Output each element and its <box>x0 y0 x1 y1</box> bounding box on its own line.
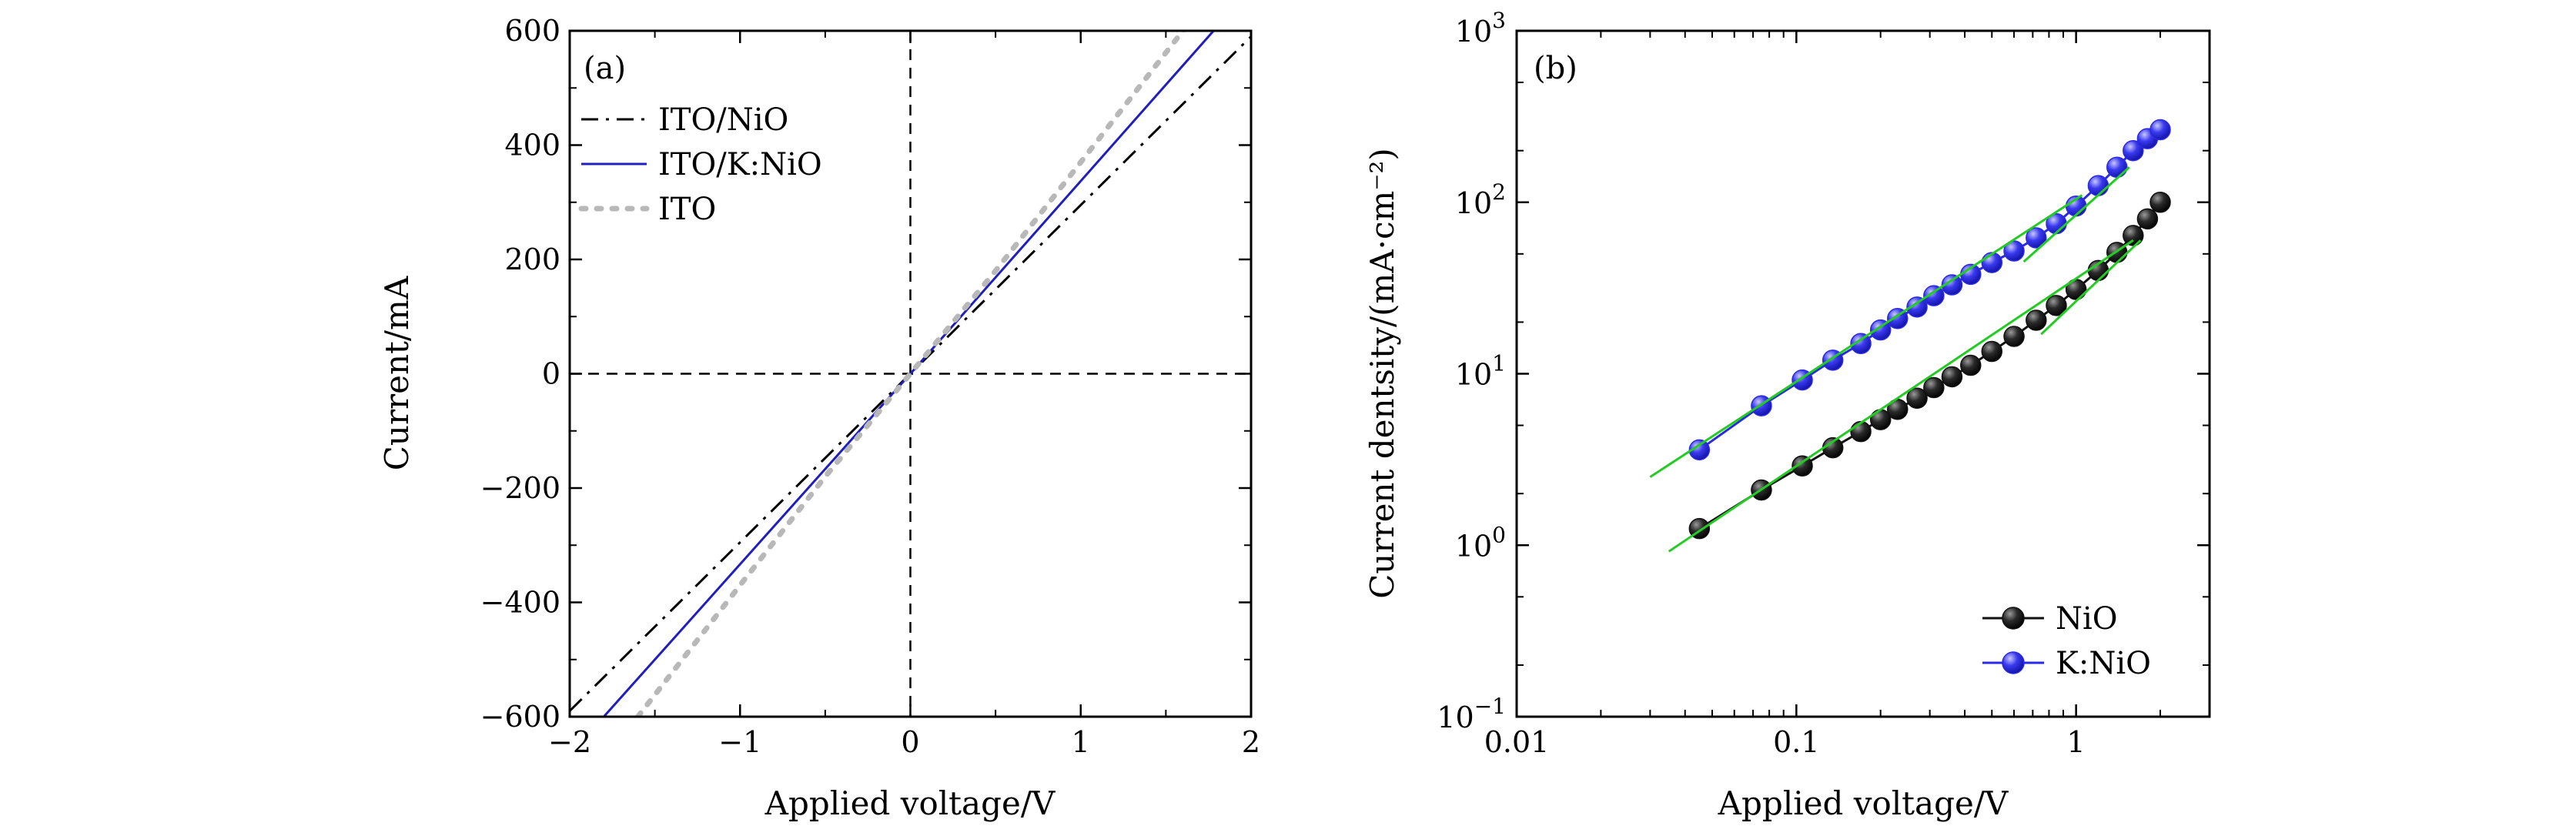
y-tick-label: 100 <box>1455 522 1506 563</box>
data-point-k-nio <box>1869 319 1892 341</box>
panel-a-legend: ITO/NiO ITO/K:NiO ITO <box>578 102 822 227</box>
data-point-nio <box>2003 326 2025 347</box>
data-point-k-nio <box>2087 175 2109 196</box>
y-tick-label: 103 <box>1455 8 1506 48</box>
data-point-k-nio <box>2026 227 2047 249</box>
y-tick-label: 101 <box>1455 351 1506 392</box>
y-tick-label: 0 <box>542 357 560 391</box>
data-point-nio <box>2026 309 2047 331</box>
data-point-k-nio <box>2106 156 2128 179</box>
panel-a-series <box>570 31 1251 717</box>
fit-line-k-nio-low <box>1649 194 2083 478</box>
panel-b-legend: NiO K:NiO <box>1982 601 2151 681</box>
data-point-k-nio <box>2149 119 2171 141</box>
y-tick-label: 102 <box>1455 179 1506 220</box>
y-tick-label: −600 <box>480 700 560 734</box>
panel-b-tick-labels: 0.01 0.1 1 10−1 100 101 102 103 <box>1437 8 2085 759</box>
data-point-k-nio <box>2003 240 2025 262</box>
y-tick-label: 600 <box>504 14 560 48</box>
y-tick-label: 10−1 <box>1437 694 1506 734</box>
legend-swatch-marker <box>2002 607 2025 630</box>
x-tick-label: 0.1 <box>1773 725 1819 759</box>
panel-b-series <box>1688 119 2171 540</box>
panel-a-tick-labels: −2 −1 0 1 2 −600 −400 −200 0 200 400 600 <box>480 14 1260 759</box>
data-point-nio <box>2149 192 2171 213</box>
panel-a-tag: (a) <box>584 51 626 86</box>
y-tick-label: −400 <box>480 586 560 620</box>
data-point-k-nio <box>1981 252 2003 273</box>
x-tick-label: −2 <box>548 725 591 759</box>
legend-label: ITO/NiO <box>658 102 788 138</box>
data-point-nio <box>1941 366 1963 388</box>
legend-label: ITO <box>658 192 716 227</box>
data-point-k-nio <box>1941 274 1963 296</box>
data-point-nio <box>2136 208 2159 230</box>
panel-b-chart: (b) Applied voltage/V Current dentsity/(… <box>1363 8 2211 822</box>
fit-line-nio-low <box>1668 239 2134 553</box>
data-point-nio <box>2123 225 2144 246</box>
data-point-nio <box>1981 340 2003 363</box>
panel-b-y-axis-title: Current dentsity/(mA·cm⁻²) <box>1363 148 1401 599</box>
data-point-k-nio <box>1688 439 1711 461</box>
data-point-nio <box>1960 354 1982 376</box>
y-tick-label: 200 <box>504 242 560 276</box>
x-tick-label: 0.01 <box>1484 725 1550 759</box>
x-tick-label: −1 <box>718 725 761 759</box>
panel-b-frame <box>1515 29 2211 718</box>
y-tick-label: −200 <box>480 471 560 505</box>
data-point-nio <box>1850 420 1872 443</box>
legend-label: K:NiO <box>2056 646 2151 681</box>
data-point-nio <box>2046 295 2067 316</box>
legend-label: ITO/K:NiO <box>658 147 822 182</box>
panel-b-x-axis-title: Applied voltage/V <box>1718 784 2009 822</box>
x-tick-label: 0 <box>901 725 919 759</box>
x-tick-label: 1 <box>1072 725 1090 759</box>
legend-label: NiO <box>2056 601 2118 637</box>
fit-line-nio-high <box>2040 239 2142 336</box>
panel-b-fit-lines <box>1649 166 2142 553</box>
panel-a-x-axis-title: Applied voltage/V <box>764 784 1055 822</box>
data-point-nio <box>1923 376 1945 399</box>
series-line-ito <box>635 31 1186 717</box>
legend-swatch-marker <box>2002 651 2025 674</box>
series-line-nio <box>1698 201 2162 530</box>
panel-a-frame <box>568 29 1253 718</box>
y-tick-label: 400 <box>504 129 560 162</box>
data-point-nio <box>1791 455 1813 477</box>
x-tick-label: 1 <box>2067 725 2086 759</box>
panel-b-tag: (b) <box>1534 51 1577 86</box>
data-point-nio <box>1906 387 1928 410</box>
data-point-k-nio <box>1850 333 1872 355</box>
x-tick-label: 2 <box>1242 725 1260 759</box>
data-point-k-nio <box>2123 139 2144 162</box>
data-point-k-nio <box>1923 285 1945 306</box>
fit-line-k-nio-high <box>2022 166 2130 263</box>
panel-a-chart: −2 −1 0 1 2 −600 −400 −200 0 200 400 600 (a) Applie… <box>378 14 1260 822</box>
panel-a-y-axis-title: Current/mA <box>378 276 416 470</box>
data-point-k-nio <box>1906 296 1928 318</box>
